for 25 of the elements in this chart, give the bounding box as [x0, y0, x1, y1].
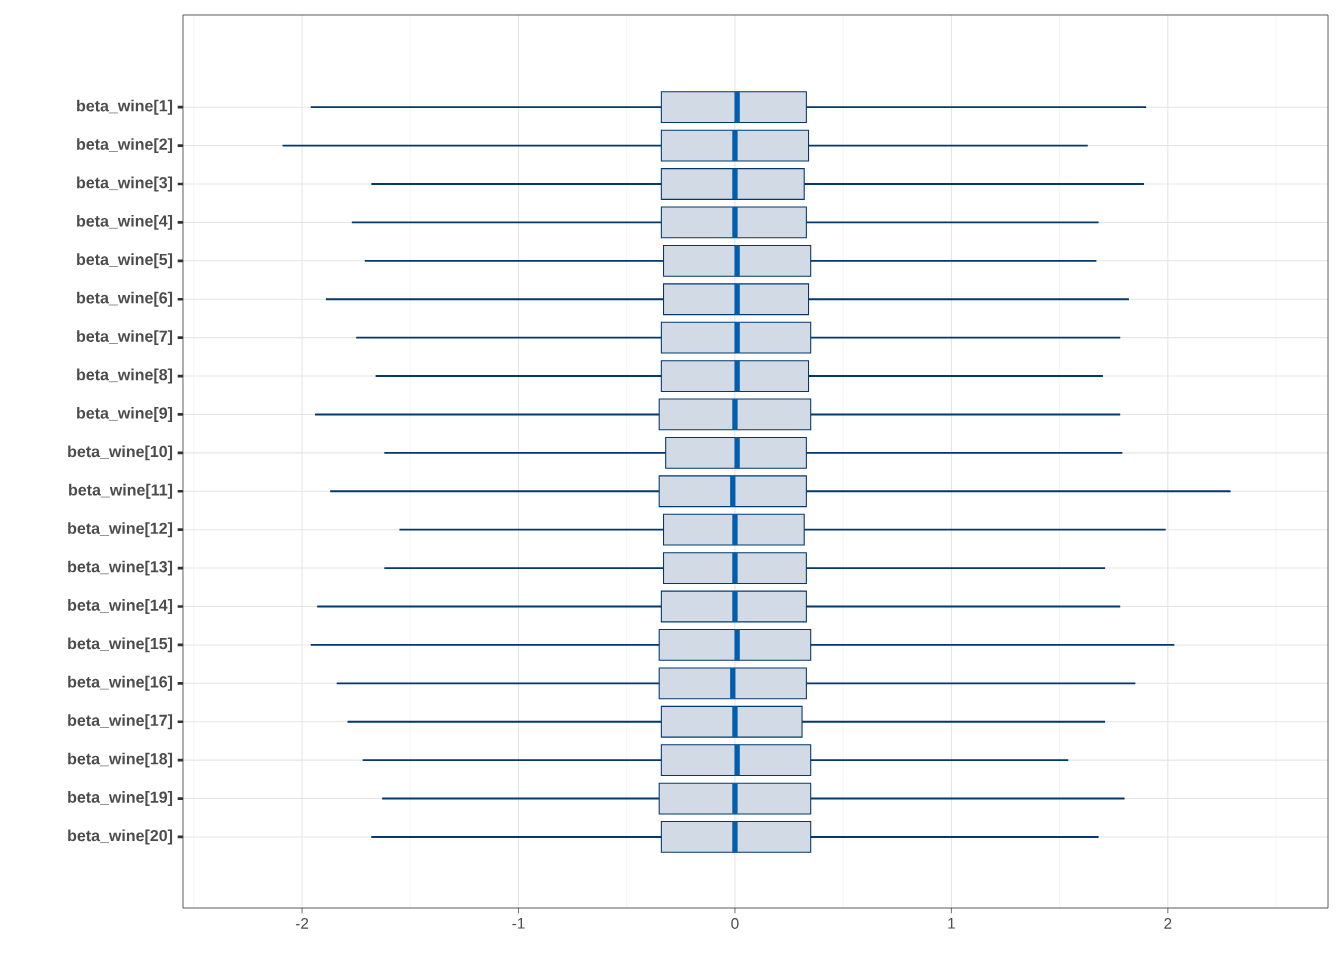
y-tick-label: beta_wine[16] — [68, 675, 173, 691]
y-tick-label: beta_wine[2] — [77, 138, 173, 154]
x-tick-label: 1 — [948, 918, 955, 929]
x-tick-label: 0 — [731, 918, 739, 929]
y-tick-label: beta_wine[18] — [68, 752, 173, 768]
y-tick-label: beta_wine[8] — [77, 368, 173, 384]
y-tick-label: beta_wine[13] — [68, 560, 173, 576]
y-tick-label: beta_wine[4] — [77, 214, 173, 230]
y-tick-label: beta_wine[17] — [68, 714, 173, 730]
y-tick-label: beta_wine[12] — [68, 522, 173, 538]
x-tick-label: -1 — [512, 918, 525, 929]
y-tick-label: beta_wine[7] — [77, 330, 173, 346]
y-tick-label: beta_wine[5] — [77, 253, 173, 269]
y-tick-label: beta_wine[11] — [69, 483, 173, 499]
x-tick-label: 2 — [1164, 918, 1172, 929]
y-tick-label: beta_wine[1] — [77, 99, 173, 115]
x-tick-label: -2 — [295, 918, 309, 929]
y-tick-label: beta_wine[9] — [77, 407, 173, 422]
y-tick-label: beta_wine[3] — [77, 176, 173, 192]
y-tick-label: beta_wine[6] — [77, 291, 173, 307]
y-tick-label: beta_wine[19] — [68, 791, 173, 807]
y-tick-label: beta_wine[20] — [68, 829, 173, 845]
y-tick-label: beta_wine[10] — [68, 445, 173, 461]
y-tick-label: beta_wine[14] — [68, 599, 173, 614]
y-tick-label: beta_wine[15] — [68, 637, 173, 653]
